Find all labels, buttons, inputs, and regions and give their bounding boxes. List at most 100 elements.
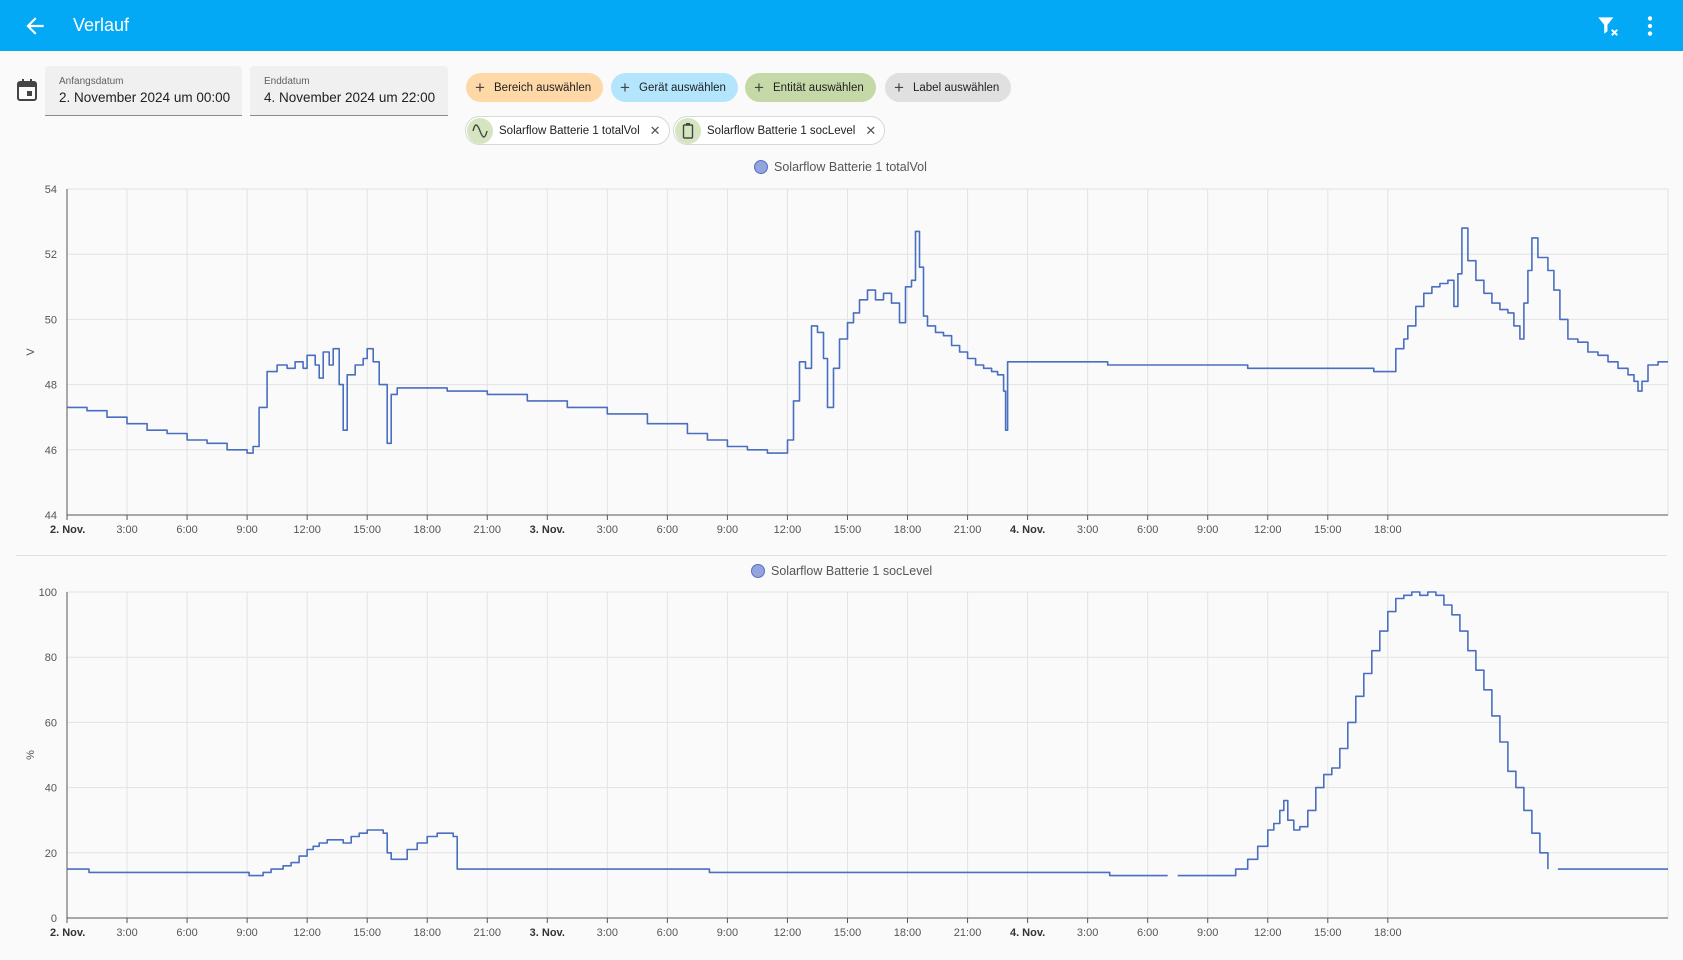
- chip-label: Bereich auswählen: [494, 81, 592, 94]
- add-entity-chip[interactable]: + Entität auswählen: [745, 73, 876, 102]
- x-tick-label: 3:00: [597, 524, 618, 536]
- chip-label: Solarflow Batterie 1 socLevel: [707, 124, 856, 137]
- x-tick-label: 9:00: [1197, 524, 1218, 536]
- x-tick-label: 15:00: [1314, 927, 1342, 939]
- x-tick-label: 3:00: [116, 927, 137, 939]
- legend-label: Solarflow Batterie 1 totalVol: [774, 160, 927, 174]
- add-device-chip[interactable]: + Gerät auswählen: [611, 73, 738, 102]
- x-tick-label: 4. Nov.: [1010, 927, 1045, 939]
- x-tick-label: 12:00: [774, 524, 802, 536]
- x-tick-label: 6:00: [176, 524, 197, 536]
- y-tick-label: 40: [45, 783, 57, 795]
- y-tick-label: 100: [39, 587, 57, 599]
- battery-icon: [675, 117, 701, 144]
- plus-icon: +: [894, 77, 904, 97]
- x-tick-label: 2. Nov.: [50, 524, 85, 536]
- legend-label: Solarflow Batterie 1 socLevel: [771, 564, 933, 578]
- x-tick-label: 6:00: [1137, 927, 1158, 939]
- x-tick-label: 18:00: [894, 927, 922, 939]
- dots-vertical-icon[interactable]: [1637, 13, 1663, 39]
- x-tick-label: 6:00: [176, 927, 197, 939]
- add-label-chip[interactable]: + Label auswählen: [885, 73, 1012, 102]
- x-tick-label: 12:00: [1254, 524, 1282, 536]
- calendar-icon[interactable]: [17, 79, 37, 101]
- end-date-field[interactable]: Enddatum 4. November 2024 um 22:00: [250, 66, 448, 116]
- y-tick-label: 48: [45, 380, 57, 392]
- close-icon[interactable]: ✕: [649, 122, 661, 138]
- x-tick-label: 9:00: [236, 927, 257, 939]
- x-tick-label: 21:00: [473, 524, 501, 536]
- start-date-label: Anfangsdatum: [59, 76, 124, 87]
- x-tick-label: 3:00: [1077, 927, 1098, 939]
- y-tick-label: 60: [45, 717, 57, 729]
- y-tick-label: 80: [45, 652, 57, 664]
- x-tick-label: 15:00: [353, 927, 381, 939]
- legend-swatch: [751, 564, 765, 578]
- series-line: [67, 227, 1668, 454]
- end-date-value: 4. November 2024 um 22:00: [264, 90, 436, 105]
- chip-label: Gerät auswählen: [639, 81, 726, 94]
- x-tick-label: 21:00: [473, 927, 501, 939]
- y-tick-label: 50: [45, 314, 57, 326]
- y-axis-unit-label: V: [25, 348, 37, 356]
- start-date-value: 2. November 2024 um 00:00: [59, 90, 231, 105]
- x-tick-label: 3. Nov.: [530, 524, 565, 536]
- x-tick-label: 2. Nov.: [50, 927, 85, 939]
- start-date-field[interactable]: Anfangsdatum 2. November 2024 um 00:00: [45, 66, 242, 116]
- x-tick-label: 18:00: [894, 524, 922, 536]
- plus-icon: +: [754, 77, 764, 97]
- plus-icon: +: [620, 77, 630, 97]
- x-tick-label: 6:00: [657, 524, 678, 536]
- y-tick-label: 20: [45, 848, 57, 860]
- chart-legend-totalvol[interactable]: Solarflow Batterie 1 totalVol: [754, 160, 927, 174]
- x-tick-label: 18:00: [1374, 524, 1402, 536]
- selected-entity-chip-soclevel[interactable]: Solarflow Batterie 1 socLevel ✕: [673, 116, 886, 145]
- x-tick-label: 21:00: [954, 524, 982, 536]
- end-date-label: Enddatum: [264, 76, 310, 87]
- filter-remove-icon[interactable]: [1595, 13, 1621, 39]
- x-tick-label: 9:00: [717, 927, 738, 939]
- x-tick-label: 6:00: [657, 927, 678, 939]
- add-area-chip[interactable]: + Bereich auswählen: [466, 73, 604, 102]
- x-tick-label: 15:00: [353, 524, 381, 536]
- x-tick-label: 12:00: [293, 927, 321, 939]
- x-tick-label: 3:00: [1077, 524, 1098, 536]
- chart-legend-soclevel[interactable]: Solarflow Batterie 1 socLevel: [751, 564, 932, 578]
- x-tick-label: 15:00: [834, 927, 862, 939]
- plus-icon: +: [475, 77, 485, 97]
- chart-divider: [16, 555, 1667, 556]
- arrow-left-icon[interactable]: [22, 13, 48, 39]
- soc-chart[interactable]: 0 20 40 60 80 100% 2. Nov. 3:00 6:00 9:00 12:00 15:…: [0, 583, 1683, 953]
- page-title: Verlauf: [73, 15, 130, 35]
- x-tick-label: 3:00: [116, 524, 137, 536]
- y-tick-label: 52: [45, 249, 57, 261]
- x-tick-label: 21:00: [954, 927, 982, 939]
- x-tick-label: 12:00: [293, 524, 321, 536]
- x-tick-label: 3. Nov.: [530, 927, 565, 939]
- close-icon[interactable]: ✕: [865, 122, 877, 138]
- x-tick-label: 15:00: [834, 524, 862, 536]
- x-tick-label: 12:00: [774, 927, 802, 939]
- y-tick-label: 44: [45, 510, 57, 522]
- x-tick-label: 9:00: [236, 524, 257, 536]
- app-toolbar: Verlauf: [0, 0, 1683, 51]
- y-tick-label: 0: [51, 913, 57, 925]
- sine-wave-icon: [467, 117, 493, 144]
- x-tick-label: 15:00: [1314, 524, 1342, 536]
- x-tick-label: 6:00: [1137, 524, 1158, 536]
- chip-label: Label auswählen: [913, 81, 1000, 94]
- x-tick-label: 3:00: [597, 927, 618, 939]
- x-tick-label: 18:00: [1374, 927, 1402, 939]
- chip-label: Entität auswählen: [773, 81, 864, 94]
- x-tick-label: 18:00: [413, 524, 441, 536]
- series-line: [1177, 591, 1549, 877]
- series-line: [67, 829, 1168, 877]
- x-tick-label: 12:00: [1254, 927, 1282, 939]
- x-tick-label: 9:00: [1197, 927, 1218, 939]
- selected-entity-chip-totalvol[interactable]: Solarflow Batterie 1 totalVol ✕: [465, 116, 670, 145]
- legend-swatch: [754, 160, 768, 174]
- chip-label: Solarflow Batterie 1 totalVol: [499, 124, 640, 137]
- voltage-chart[interactable]: 44 46 48 50 52 54 V 2. Nov. 3:00 6:00 9:00 12:00 15:…: [0, 180, 1683, 542]
- y-tick-label: 54: [45, 184, 57, 196]
- y-tick-label: 46: [45, 445, 57, 457]
